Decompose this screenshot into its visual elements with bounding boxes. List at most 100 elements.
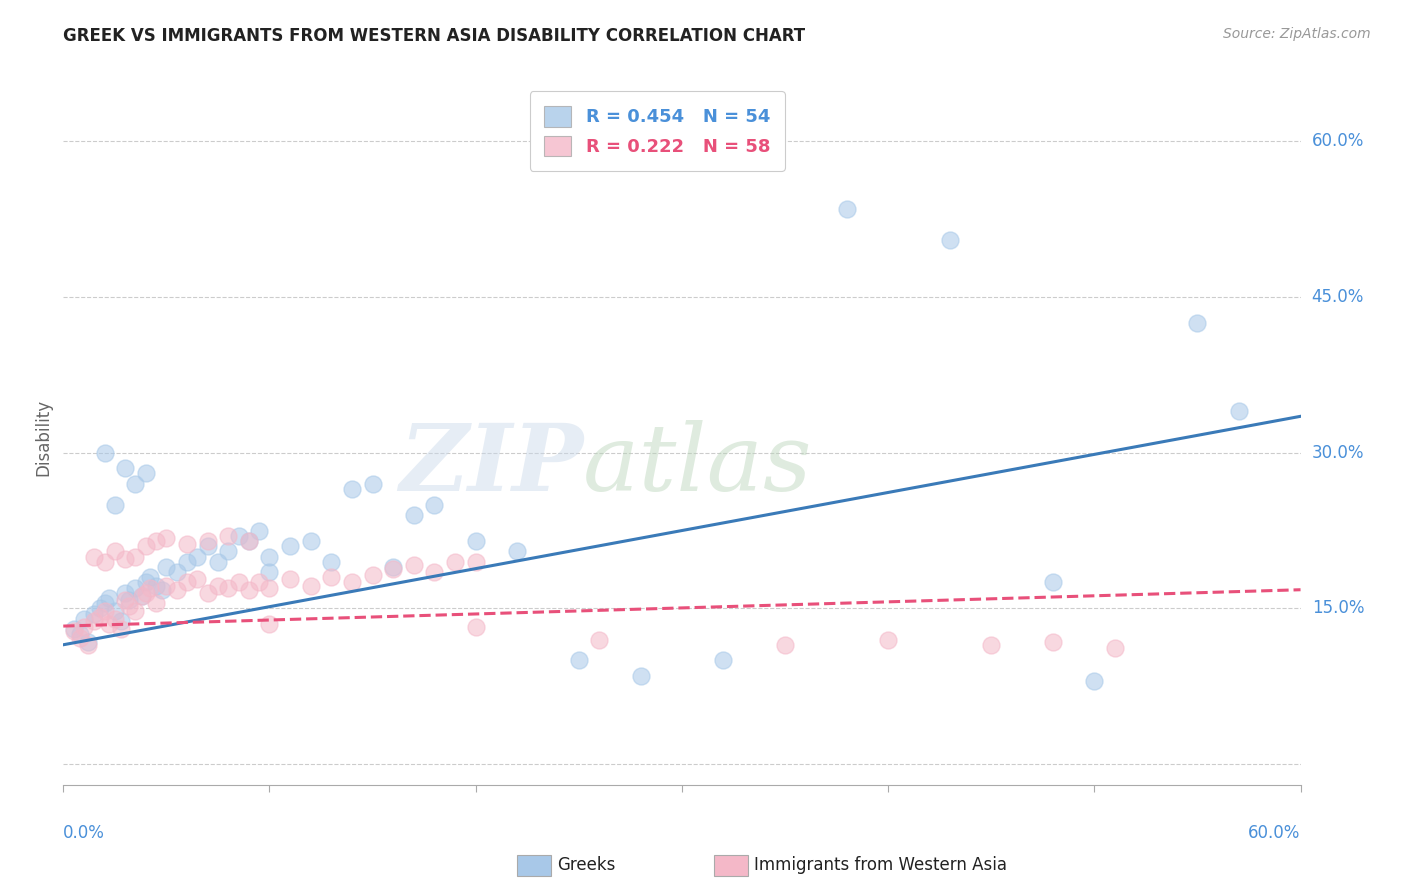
Point <box>630 669 652 683</box>
Point <box>1104 640 1126 655</box>
Point <box>207 578 229 592</box>
Point <box>135 467 157 481</box>
Point <box>402 558 425 572</box>
Point <box>217 529 239 543</box>
Point <box>402 508 425 522</box>
Point <box>588 632 610 647</box>
Point <box>835 202 858 216</box>
Text: 30.0%: 30.0% <box>1312 443 1364 462</box>
Point <box>464 533 486 548</box>
Point <box>939 233 962 247</box>
Point <box>259 565 281 579</box>
Text: 0.0%: 0.0% <box>63 824 105 842</box>
Text: Immigrants from Western Asia: Immigrants from Western Asia <box>754 856 1007 874</box>
Point <box>135 586 157 600</box>
Point <box>150 582 173 597</box>
Point <box>93 603 115 617</box>
Point <box>124 581 146 595</box>
Point <box>118 599 141 614</box>
Point <box>114 593 136 607</box>
Point <box>93 596 115 610</box>
Point <box>145 578 167 592</box>
Point <box>77 634 100 648</box>
Point <box>1083 674 1105 689</box>
Text: 45.0%: 45.0% <box>1312 288 1364 306</box>
Point <box>155 531 177 545</box>
Point <box>139 581 162 595</box>
Point <box>197 539 219 553</box>
Point <box>361 476 384 491</box>
Point <box>1042 634 1064 648</box>
Point <box>773 638 796 652</box>
Point <box>247 575 270 590</box>
Point <box>259 617 281 632</box>
Point <box>382 562 405 576</box>
Point <box>259 581 281 595</box>
Point <box>423 498 446 512</box>
Point <box>340 575 363 590</box>
Text: 60.0%: 60.0% <box>1312 132 1364 150</box>
Point <box>299 533 322 548</box>
Point <box>238 582 260 597</box>
Point <box>340 482 363 496</box>
Point <box>97 617 120 632</box>
Point <box>83 614 105 628</box>
Point <box>464 620 486 634</box>
Point <box>77 638 100 652</box>
Point <box>176 537 198 551</box>
Text: GREEK VS IMMIGRANTS FROM WESTERN ASIA DISABILITY CORRELATION CHART: GREEK VS IMMIGRANTS FROM WESTERN ASIA DI… <box>63 27 806 45</box>
Point <box>176 555 198 569</box>
Point <box>104 498 127 512</box>
Y-axis label: Disability: Disability <box>34 399 52 475</box>
Point <box>166 565 188 579</box>
Point <box>93 555 115 569</box>
Point <box>321 555 343 569</box>
Point <box>114 586 136 600</box>
Point <box>104 544 127 558</box>
Point <box>131 589 153 603</box>
Point <box>114 461 136 475</box>
Point <box>145 533 167 548</box>
Text: 60.0%: 60.0% <box>1249 824 1301 842</box>
Point <box>423 565 446 579</box>
Text: Source: ZipAtlas.com: Source: ZipAtlas.com <box>1223 27 1371 41</box>
Point <box>69 631 91 645</box>
Point <box>69 627 91 641</box>
Point <box>145 596 167 610</box>
Point <box>62 624 84 639</box>
Point <box>97 591 120 605</box>
Point <box>104 612 127 626</box>
Point <box>877 632 900 647</box>
Point <box>114 551 136 566</box>
Point <box>568 653 591 667</box>
Point <box>110 614 132 628</box>
Point <box>166 582 188 597</box>
Point <box>110 622 132 636</box>
Point <box>382 560 405 574</box>
Point <box>228 529 250 543</box>
Point <box>278 539 301 553</box>
Point <box>321 570 343 584</box>
Point <box>238 533 260 548</box>
Point <box>124 603 146 617</box>
Point <box>62 622 84 636</box>
Point <box>361 568 384 582</box>
Point <box>73 620 96 634</box>
Point <box>83 549 105 564</box>
Point <box>124 549 146 564</box>
Point <box>207 555 229 569</box>
Point <box>711 653 734 667</box>
Point <box>217 581 239 595</box>
Point <box>186 549 208 564</box>
Point <box>131 589 153 603</box>
Text: atlas: atlas <box>583 420 813 510</box>
Text: Greeks: Greeks <box>557 856 616 874</box>
Point <box>980 638 1002 652</box>
Point <box>104 603 127 617</box>
Point <box>238 533 260 548</box>
Point <box>118 593 141 607</box>
Text: 15.0%: 15.0% <box>1312 599 1364 617</box>
Point <box>259 549 281 564</box>
Point <box>247 524 270 538</box>
Point <box>444 555 467 569</box>
